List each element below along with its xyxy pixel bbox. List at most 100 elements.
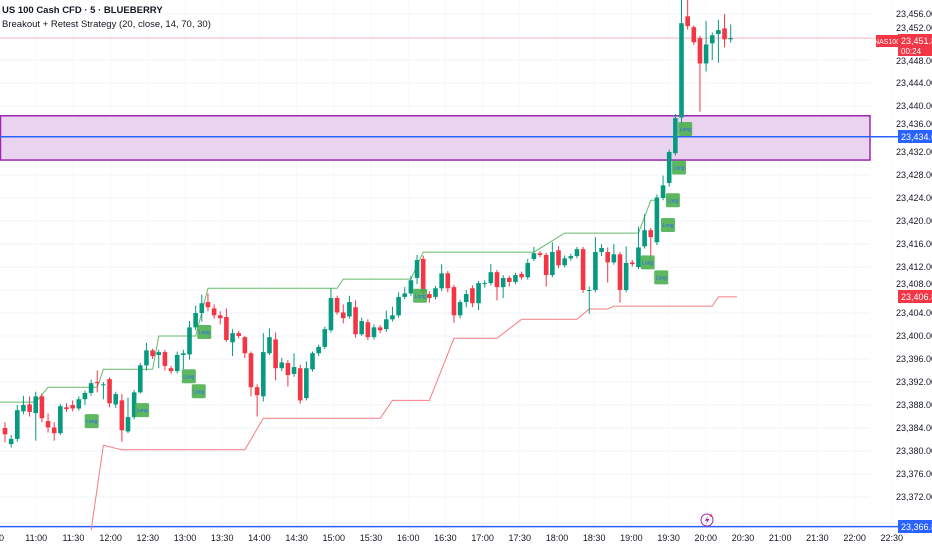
candle [408,276,414,296]
price-tick-label: 23,404.00 [896,308,932,318]
price-tick-label: 23,392.00 [896,377,932,387]
candle-body [660,185,666,198]
price-axis[interactable]: 23,456.00 23,452.00 23,448.00 23,444.00 23,4… [896,9,932,502]
candle-body [279,362,285,369]
support-line [90,296,737,531]
candle [39,393,45,423]
candle [33,391,39,441]
time-axis[interactable]: 30 11:00 11:30 12:00 12:30 13:00 13:30 14:00 14:… [0,533,903,543]
candle-body [199,303,205,313]
time-tick-label: 20:00 [695,533,718,543]
candle-body [340,312,346,319]
time-tick-label: 15:00 [323,533,346,543]
candle-body [537,253,543,255]
candle-body [51,427,57,434]
price-tick-label: 23,448.00 [896,56,932,66]
candle-body [623,262,629,290]
candle-body [408,280,414,294]
long-signal-box [135,403,150,418]
candle-body [70,405,75,409]
candle-body [113,394,118,405]
candle [82,390,88,405]
candle-body [599,248,604,253]
long-signal-box [197,324,212,339]
long-signal-label: Long [640,255,655,270]
price-tick-label: 23,424.00 [896,193,932,203]
time-tick-label: 15:30 [360,533,383,543]
candle [291,353,297,377]
candle [113,391,118,408]
last-price: 23,451.80 [901,36,932,46]
candle-body [703,44,709,64]
candle [21,395,26,415]
candle [586,286,592,314]
symbol-title[interactable]: US 100 Cash CFD · 5 · BLUEBERRY [2,5,163,16]
candle [414,254,420,285]
price-tick-label: 23,432.00 [896,147,932,157]
long-signal-box [181,369,196,384]
indicator-title[interactable]: Breakout + Retest Strategy (20, close, 1… [2,19,211,30]
last-price-tag: 23,451.80 00:24 [898,34,932,56]
candle-body [593,252,598,290]
price-tick-label: 23,384.00 [896,423,932,433]
candle-body [513,275,518,282]
candle-body [150,350,155,357]
candle [617,252,623,303]
candle-body [691,27,697,43]
candle-body [156,352,162,355]
lower-level-price: 23,366.85 [901,522,932,532]
candle-body [76,399,82,409]
candle-body [445,273,451,289]
signal-labels: Long Long Long Long Long Long Long Long Long Long… [84,122,693,429]
candle [181,349,186,370]
candle-body [562,258,567,266]
candle [267,328,272,355]
long-signal-box [665,193,680,208]
retest-zone[interactable] [0,115,871,161]
candle-body [138,365,143,393]
candle [623,246,629,293]
candle [131,390,137,420]
candle [457,299,463,319]
candle-body [58,406,63,434]
candle [574,246,580,259]
candle [88,379,94,396]
time-tick-label: 17:30 [509,533,532,543]
candle [482,280,487,288]
candle [451,284,457,323]
long-signal-box [672,160,687,175]
time-tick-label: 19:00 [620,533,643,543]
candle-body [285,363,291,376]
candle [384,310,389,332]
price-tick-label: 23,420.00 [896,216,932,226]
candle-body [15,410,20,439]
candle-body [328,298,334,331]
long-signal-label: Long [413,288,428,303]
candle [377,325,383,334]
candle [174,351,180,374]
candle [8,434,14,448]
candle-body [174,354,180,372]
candle-body [353,307,358,335]
symbol-tag: NAS100 [874,35,900,47]
candle-body [586,290,592,291]
candle-body [371,327,377,338]
candle-body [316,346,321,354]
candle [310,351,315,372]
candle [205,293,211,312]
candle-body [217,315,223,319]
price-tick-label: 23,456.00 [896,9,932,19]
time-tick-label: 16:00 [397,533,420,543]
long-signal-text: Long [656,275,667,281]
candle-body [685,16,690,27]
long-signal-label: Long [181,369,196,384]
candle [636,226,641,270]
candle [703,20,709,72]
long-signal-text: Long [415,294,426,300]
lightning-icon[interactable] [700,513,714,527]
candle [396,292,401,318]
long-signal-text: Long [673,166,684,172]
candle-body [543,254,549,276]
candle-body [488,272,494,284]
